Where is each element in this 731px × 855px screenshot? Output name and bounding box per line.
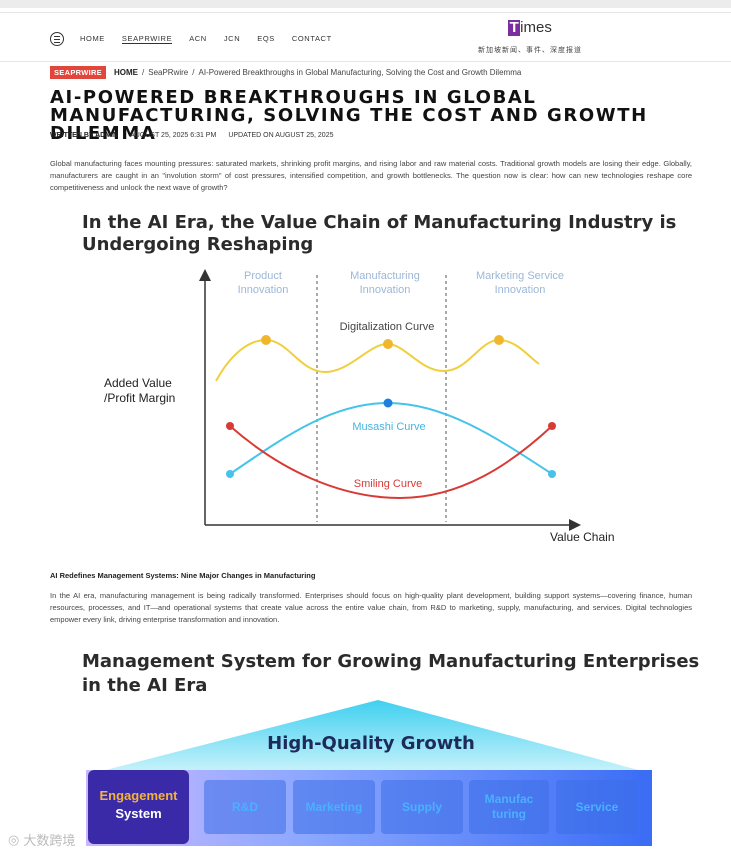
nav-acn[interactable]: ACN (189, 34, 207, 43)
watermark-icon: ◎ (8, 831, 20, 847)
publish-date: AUGUST 25, 2025 6:31 PM (130, 132, 217, 139)
watermark: ◎ 大数跨境 (8, 830, 75, 849)
phase-label-manufacturing: Innovation (360, 284, 411, 296)
breadcrumb-home[interactable]: HOME (114, 67, 138, 77)
main-nav: HOME SEAPRWIRE ACN JCN EQS CONTACT (80, 34, 349, 44)
hamburger-menu-icon[interactable] (50, 32, 64, 46)
logo-wordmark: imes (520, 19, 552, 36)
smiling-curve-point (226, 422, 234, 430)
musashi-curve-point (548, 470, 556, 478)
nav-home[interactable]: HOME (80, 34, 105, 43)
logo-initial: T (508, 19, 521, 36)
watermark-text: 大数跨境 (23, 833, 76, 848)
figure1-title: In the AI Era, the Value Chain of Manufa… (82, 212, 676, 256)
musashi-curve-point (226, 470, 234, 478)
system-label: System (115, 806, 162, 821)
engagement-label: Engagement (99, 788, 178, 803)
management-system-diagram: High-Quality Growth Engagement System R&… (86, 698, 656, 855)
x-axis-label: Value Chain (550, 530, 615, 544)
phase-label-product: Innovation (238, 284, 289, 296)
smiling-curve-label: Smiling Curve (354, 478, 422, 490)
breadcrumb-separator: / (192, 67, 195, 77)
category-tag[interactable]: SEAPRWIRE (50, 65, 106, 79)
engagement-system-box: Engagement System (88, 770, 189, 844)
digitalization-peak-point (261, 335, 271, 345)
digitalization-curve-label: Digitalization Curve (340, 321, 435, 333)
breadcrumb-section[interactable]: SeaPRwire (148, 67, 189, 77)
site-logo[interactable]: Times 新加坡新闻、事件、深度报道 (474, 20, 586, 58)
site-header: HOME SEAPRWIRE ACN JCN EQS CONTACT Times… (0, 12, 731, 62)
supply-box: Supply (381, 780, 463, 834)
browser-top-strip (0, 0, 731, 8)
phase-label-manufacturing: Manufacturing (350, 270, 420, 282)
growth-pyramid (98, 700, 646, 772)
rd-box: R&D (204, 780, 286, 834)
breadcrumb-separator: / (142, 67, 145, 77)
body-paragraph: In the AI era, manufacturing management … (50, 591, 692, 624)
musashi-curve-point (383, 398, 393, 408)
updated-date: UPDATED ON AUGUST 25, 2025 (228, 132, 334, 139)
smiling-curve-point (548, 422, 556, 430)
marketing-box: Marketing (293, 780, 375, 834)
figure1-title-line1: In the AI Era, the Value Chain of Manufa… (82, 212, 677, 233)
logo-tagline: 新加坡新闻、事件、深度报道 (478, 47, 582, 54)
phase-label-marketing: Marketing Service (476, 270, 564, 282)
smiling-curve (229, 425, 553, 500)
digitalization-peak-point (383, 339, 393, 349)
section-heading: AI Redefines Management Systems: Nine Ma… (50, 571, 316, 580)
figure2-title-line1: Management System for Growing Manufactur… (82, 651, 700, 672)
figure2-title-line2: in the AI Era (82, 675, 208, 696)
nav-seaprwire[interactable]: SEAPRWIRE (121, 34, 173, 44)
value-chain-chart: Product Innovation Manufacturing Innovat… (104, 269, 615, 544)
phase-label-product: Product (244, 270, 282, 282)
figure1-title-line2: Undergoing Reshaping (82, 234, 314, 255)
nav-jcn[interactable]: JCN (223, 34, 241, 43)
nav-eqs[interactable]: EQS (257, 34, 275, 43)
breadcrumb-current: AI-Powered Breakthroughs in Global Manuf… (198, 67, 522, 77)
digitalization-peak-point (494, 335, 504, 345)
y-axis-label: /Profit Margin (104, 391, 175, 405)
figure2-title: Management System for Growing Manufactur… (82, 650, 699, 698)
y-axis-label: Added Value (104, 376, 172, 390)
pyramid-peak-label: High-Quality Growth (267, 733, 475, 754)
service-box: Service (556, 780, 638, 834)
phase-label-marketing: Innovation (495, 284, 546, 296)
breadcrumb: SEAPRWIRE HOME / SeaPRwire / AI-Powered … (50, 65, 521, 79)
musashi-curve-label: Musashi Curve (352, 421, 425, 433)
author-label[interactable]: WRITTEN BY ADMIN (50, 132, 119, 139)
nav-contact[interactable]: CONTACT (291, 34, 332, 43)
manufacturing-box: Manufac turing (469, 780, 549, 834)
page-title: AI-POWERED BREAKTHROUGHS IN GLOBAL MANUF… (50, 87, 648, 144)
digitalization-curve (215, 338, 540, 382)
intro-paragraph: Global manufacturing faces mounting pres… (50, 159, 692, 192)
article-meta: WRITTEN BY ADMIN AUGUST 25, 2025 6:31 PM… (50, 132, 333, 139)
